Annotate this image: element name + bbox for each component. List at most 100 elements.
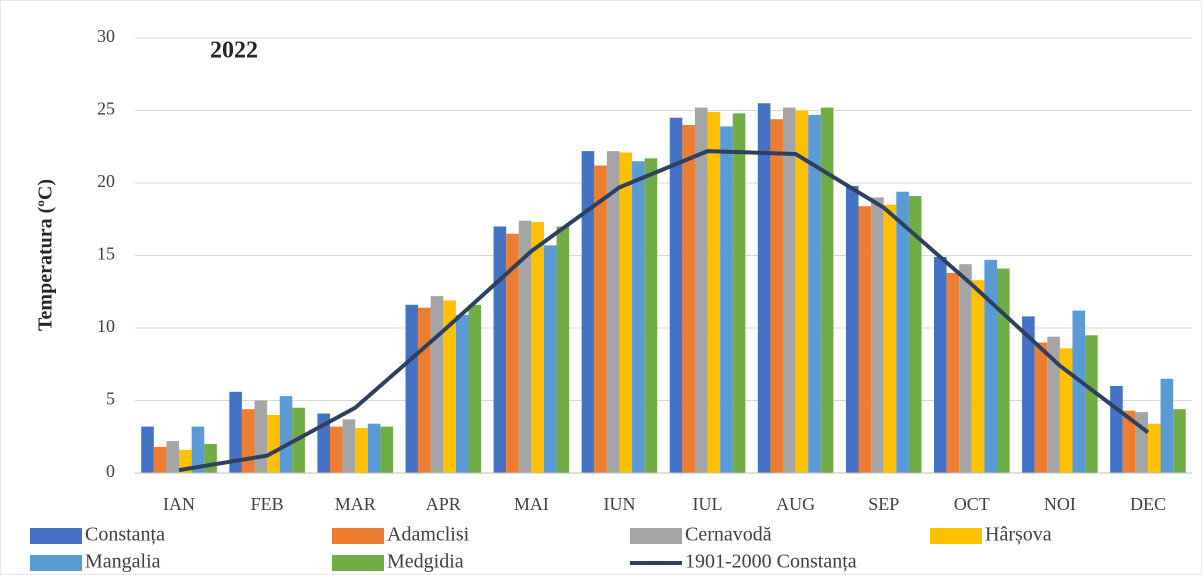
bar (1072, 310, 1086, 473)
bar (694, 107, 708, 473)
y-tick-label: 30 (97, 26, 115, 46)
bar (418, 307, 431, 473)
bar (405, 304, 419, 473)
bar (430, 296, 444, 473)
bar (896, 191, 909, 473)
y-axis-label: Temperatura (ºC) (35, 179, 57, 331)
x-tick-label: IAN (163, 494, 195, 514)
bar (468, 304, 482, 473)
bar (1022, 316, 1035, 473)
bar (367, 423, 381, 473)
bar (342, 419, 356, 473)
bar (380, 426, 394, 473)
bar (959, 264, 972, 473)
bar (355, 428, 368, 473)
bar (619, 152, 633, 474)
bar (845, 185, 859, 473)
bar (820, 107, 834, 473)
x-tick-label: MAR (335, 494, 376, 514)
bar (883, 204, 897, 473)
bar (669, 117, 683, 473)
bar (455, 314, 469, 473)
legend-label: Mangalia (85, 551, 161, 573)
bar (191, 426, 205, 473)
x-tick-label: AUG (776, 494, 815, 514)
bar (506, 233, 519, 473)
bar (707, 111, 721, 473)
legend-swatch (332, 528, 384, 544)
bar (254, 400, 268, 473)
y-tick-label: 25 (97, 99, 115, 119)
bar (644, 158, 658, 473)
bar (443, 300, 456, 473)
x-tick-label: NOI (1044, 494, 1076, 514)
bar (933, 256, 947, 473)
bar (682, 125, 695, 473)
bar (946, 272, 960, 473)
bar (153, 446, 167, 473)
y-tick-label: 0 (106, 461, 115, 481)
y-tick-label: 20 (97, 171, 115, 191)
bar (594, 165, 607, 473)
y-tick-label: 10 (97, 316, 115, 336)
legend-swatch (30, 528, 82, 544)
x-tick-label: FEB (251, 494, 284, 514)
legend-label: Medgidia (387, 551, 464, 573)
bar (770, 119, 784, 473)
bar (1147, 423, 1161, 473)
legend-swatch (332, 555, 384, 571)
bar (996, 268, 1010, 473)
bar (543, 245, 557, 473)
y-tick-label: 15 (97, 244, 115, 264)
legend-label: Hârșova (985, 524, 1052, 546)
x-tick-label: SEP (868, 494, 899, 514)
bar (1047, 336, 1060, 473)
line-series (178, 149, 1150, 473)
bar (720, 126, 733, 473)
bar (166, 441, 180, 473)
bar (732, 113, 746, 474)
bar (267, 415, 280, 473)
bar (330, 426, 343, 473)
bar (783, 107, 796, 473)
legend-label: 1901-2000 Constanța (685, 551, 857, 573)
bar (1085, 335, 1098, 473)
chart-title: 2022 (210, 38, 258, 64)
bar (1173, 409, 1186, 473)
bar (1122, 410, 1136, 473)
bar (141, 426, 154, 473)
bar (531, 222, 544, 473)
bar (493, 226, 507, 473)
bar (279, 396, 293, 473)
bar (757, 103, 771, 473)
bar (908, 196, 922, 474)
x-tick-label: OCT (954, 494, 990, 514)
bar (204, 444, 217, 473)
legend-swatch (630, 528, 682, 544)
bar (808, 114, 821, 473)
x-tick-label: DEC (1130, 494, 1166, 514)
y-tick-label: 5 (106, 389, 115, 409)
bar (581, 151, 595, 473)
legend-swatch (30, 555, 82, 571)
bar (606, 151, 620, 473)
bar (984, 259, 997, 473)
bar (871, 197, 884, 473)
x-tick-label: MAI (514, 494, 549, 514)
legend-label: Cernavodă (685, 524, 772, 546)
bar (971, 280, 985, 473)
legend-label: Adamclisi (387, 524, 470, 546)
bar (1034, 342, 1048, 473)
bar (518, 220, 532, 473)
bar (858, 206, 872, 473)
x-tick-label: IUL (693, 494, 723, 514)
legend-label: Constanța (85, 524, 165, 546)
bar (556, 226, 570, 473)
bar (795, 110, 809, 473)
legend-swatch (930, 528, 982, 544)
bar (1160, 378, 1174, 473)
bar (1059, 348, 1073, 473)
x-tick-label: APR (426, 494, 461, 514)
bar (229, 391, 242, 473)
bar (632, 161, 645, 473)
